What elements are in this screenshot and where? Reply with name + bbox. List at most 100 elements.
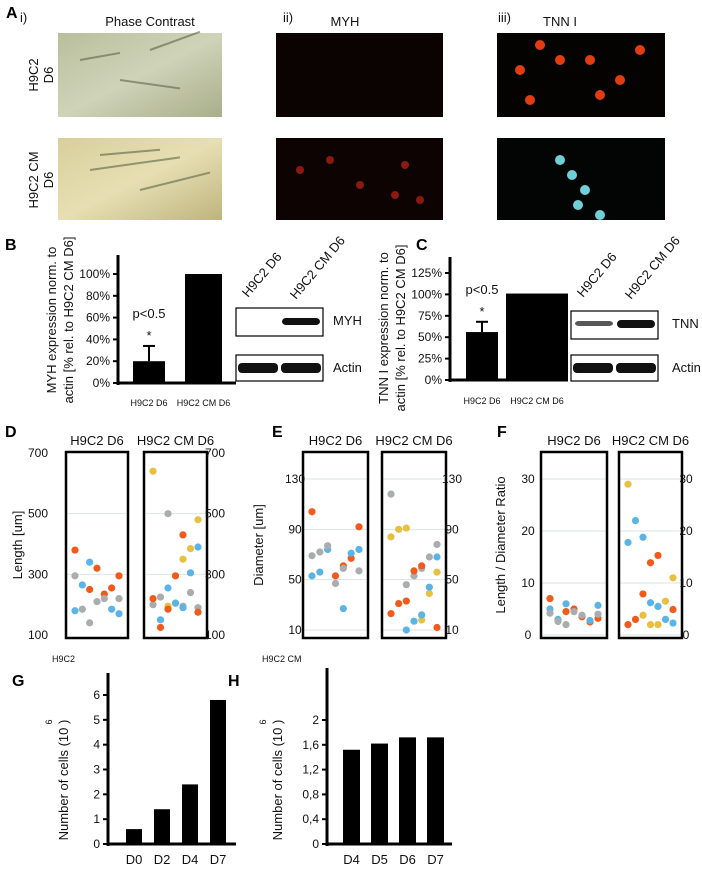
y-tick-label: 300 bbox=[28, 567, 48, 581]
y-tick-label-right: 30 bbox=[679, 472, 693, 486]
y-tick-label-right: 700 bbox=[205, 446, 225, 460]
y-tick-label: 20 bbox=[521, 524, 535, 538]
data-point-gray bbox=[164, 510, 172, 518]
plot-frame bbox=[380, 450, 448, 640]
chart-title: H9C2 bbox=[52, 654, 75, 664]
y-tick-label: 700 bbox=[28, 446, 48, 460]
y-tick-label: 60% bbox=[86, 311, 110, 325]
tnni-signal bbox=[615, 75, 625, 85]
y-tick-label: 80% bbox=[86, 289, 110, 303]
chart-E: H9C2 D6 H9C2 CM D6 10 10 50 50 90 90 130 130 Diame… bbox=[251, 433, 462, 640]
data-point-blue bbox=[425, 583, 433, 591]
group-label: H9C2 CM D6 bbox=[375, 433, 452, 448]
chart-H: 0 0,4 0,8 1,2 1,6 2 D4 D5 D6 D7 H9C2 CM Number of c… bbox=[258, 654, 452, 867]
data-point-gray bbox=[78, 605, 86, 613]
tnni-signal bbox=[595, 210, 605, 220]
chart-title: H9C2 CM bbox=[262, 654, 302, 664]
blot-band bbox=[616, 363, 656, 373]
data-point-yellow bbox=[402, 524, 410, 532]
data-point-gray bbox=[308, 552, 316, 560]
y-tick-label-right: 100 bbox=[205, 628, 225, 642]
y-axis-label-exponent: 6 bbox=[258, 719, 268, 724]
data-point-gray bbox=[316, 548, 324, 556]
y-tick-label-right: 500 bbox=[205, 507, 225, 521]
y-tick-label-right: 0 bbox=[683, 628, 690, 642]
plot-frame bbox=[64, 450, 130, 640]
data-point-blue bbox=[78, 581, 86, 589]
data-point-gray bbox=[570, 608, 578, 616]
row-label-day: D6 bbox=[41, 67, 56, 84]
data-point-gray bbox=[71, 572, 79, 580]
x-tick-label: D4 bbox=[182, 852, 199, 867]
y-tick-label: 0% bbox=[93, 376, 111, 390]
data-point-gray bbox=[387, 490, 395, 498]
y-tick-label: 10 bbox=[288, 623, 302, 637]
y-tick-label: 6 bbox=[93, 688, 100, 702]
data-point-blue bbox=[402, 626, 410, 634]
group-label: H9C2 D6 bbox=[70, 433, 123, 448]
cell-shape bbox=[99, 148, 161, 156]
tnni-signal bbox=[595, 90, 605, 100]
blot-band-label: Actin bbox=[333, 360, 362, 375]
data-point-yellow bbox=[387, 533, 395, 541]
tnni-signal bbox=[635, 45, 645, 55]
blot-band bbox=[238, 363, 278, 373]
y-axis-label: actin [% rel. to H9C2 CM D6] bbox=[61, 237, 76, 404]
blot-band bbox=[282, 318, 320, 325]
bar bbox=[427, 737, 444, 844]
data-point-orange bbox=[331, 572, 340, 580]
blot-band bbox=[281, 363, 321, 373]
data-point-orange bbox=[194, 608, 202, 616]
tnni-signal bbox=[567, 170, 577, 180]
data-point-gray bbox=[339, 564, 347, 572]
data-point-blue bbox=[86, 558, 94, 566]
data-point-orange bbox=[669, 605, 677, 614]
data-point-gray bbox=[93, 598, 101, 606]
y-tick-label: 50% bbox=[418, 330, 442, 344]
col-title-phase-contrast: Phase Contrast bbox=[105, 14, 195, 29]
plot-frame bbox=[617, 450, 684, 640]
panel-label-a: A bbox=[6, 5, 18, 22]
y-tick-label: 0% bbox=[425, 373, 443, 387]
p-value-annotation: p<0.5 bbox=[466, 282, 499, 297]
blot-lane-label: H9C2 CM D6 bbox=[287, 233, 348, 302]
data-point-orange bbox=[115, 572, 123, 580]
data-point-gray bbox=[186, 588, 195, 597]
data-point-orange bbox=[624, 621, 632, 629]
y-tick-label: 10 bbox=[521, 576, 535, 590]
group-label: H9C2 CM D6 bbox=[612, 433, 689, 448]
y-axis-label: MYH expression norm. to bbox=[44, 247, 59, 394]
data-point-orange bbox=[93, 564, 101, 572]
y-tick-label: 1,2 bbox=[302, 763, 319, 777]
data-point-yellow bbox=[418, 616, 426, 624]
plot-frame bbox=[539, 450, 609, 640]
cell-shape bbox=[79, 51, 121, 61]
cell-shape bbox=[119, 79, 181, 90]
data-point-orange bbox=[355, 523, 363, 531]
data-point-orange bbox=[418, 562, 426, 570]
p-value-annotation: p<0.5 bbox=[133, 306, 166, 321]
data-point-gray bbox=[562, 621, 570, 629]
data-point-gray bbox=[100, 595, 108, 603]
tnni-signal bbox=[555, 155, 565, 165]
y-axis-label: actin [% rel. to H9C2 CM D6] bbox=[393, 245, 408, 412]
plot-frame bbox=[301, 450, 370, 640]
chart-B: 0%20%40%60%80%100%H9C2 D6 H9C2 CM D6p<0.5… bbox=[44, 233, 362, 408]
y-tick-label: 130 bbox=[285, 472, 305, 486]
group-label: H9C2 D6 bbox=[309, 433, 362, 448]
cell-shape bbox=[139, 171, 211, 191]
myh-signal bbox=[416, 196, 424, 204]
data-point-yellow bbox=[639, 611, 647, 619]
significance-star: * bbox=[479, 304, 484, 319]
y-tick-label: 0,8 bbox=[302, 787, 319, 801]
data-point-blue bbox=[194, 543, 202, 551]
x-tick-label: D0 bbox=[126, 852, 143, 867]
data-point-orange bbox=[395, 599, 403, 608]
group-label: H9C2 D6 bbox=[547, 433, 600, 448]
data-point-gray bbox=[115, 595, 123, 603]
data-point-gray bbox=[425, 553, 433, 561]
tnni-signal bbox=[580, 185, 590, 195]
y-tick-label: 5 bbox=[93, 713, 100, 727]
tnni-signal bbox=[515, 65, 525, 75]
myh-image-d6 bbox=[276, 33, 443, 117]
